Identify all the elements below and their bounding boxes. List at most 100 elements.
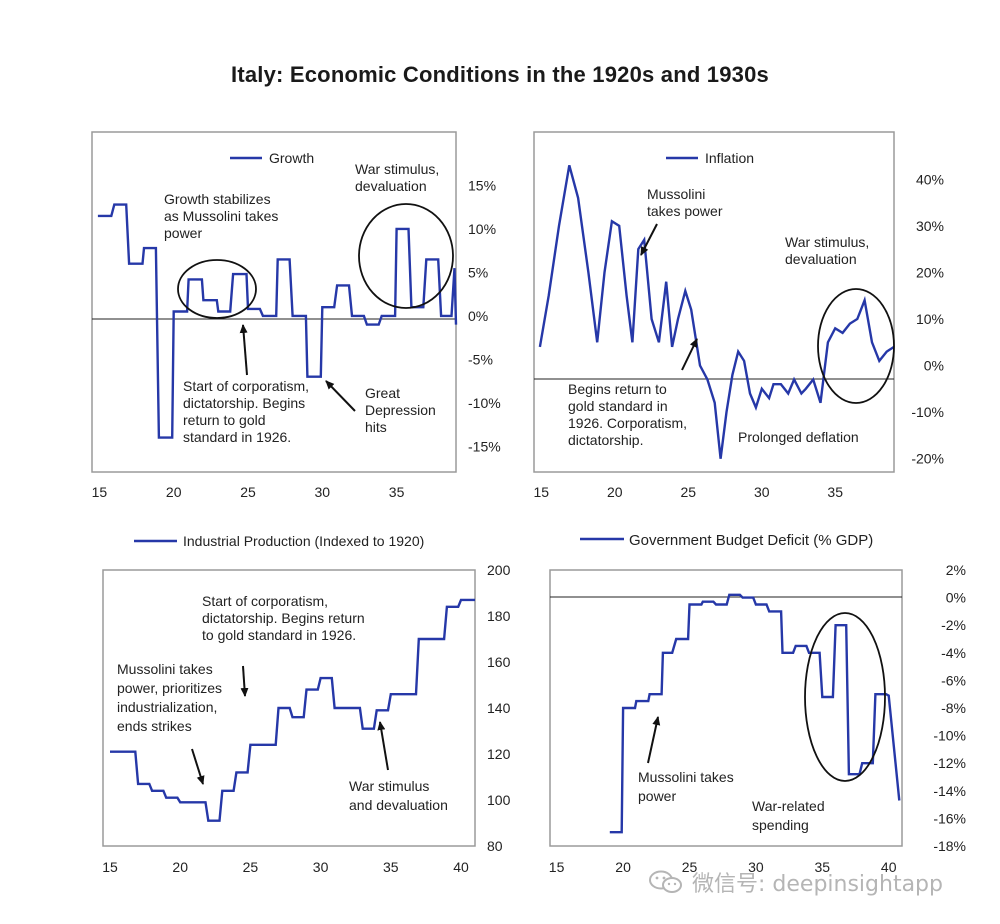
deficit-y-tick-label: -18% [933,838,966,854]
inflation-x-tick-label: 20 [607,484,623,500]
industrial-y-tick-label: 80 [487,838,503,854]
deficit-x-tick-group: 15 20 25 30 35 40 [549,859,897,875]
annotation-line: dictatorship. [568,432,643,448]
deficit-y-tick-label: -8% [941,700,966,716]
growth-x-tick-group: 15 20 25 30 35 [92,484,405,500]
annotation-line: Prolonged deflation [738,429,859,445]
growth-y-tick-label: 5% [468,264,488,280]
annotation-line: to gold standard in 1926. [202,627,356,643]
annotation-line: power [638,788,676,804]
growth-legend-label: Growth [269,150,314,166]
inflation-x-tick-label: 35 [827,484,843,500]
annotation-line: hits [365,419,387,435]
watermark: 微信号: deepinsightapp [648,866,943,898]
deficit-annotation-war: War-related spending [752,798,829,833]
deficit-chart: Government Budget Deficit (% GDP) 2% 0% -2… [549,532,966,875]
industrial-y-tick-label: 140 [487,700,511,716]
industrial-x-tick-label: 25 [243,859,259,875]
annotation-line: return to gold [183,412,266,428]
growth-annotation-depression: Great Depression hits [365,385,440,435]
industrial-x-tick-label: 20 [172,859,188,875]
industrial-frame [102,569,476,847]
inflation-x-tick-label: 30 [754,484,770,500]
industrial-y-tick-label: 100 [487,792,511,808]
deficit-y-tick-group: 2% 0% -2% -4% -6% -8% -10% -12% -14% -16% -18% [933,562,966,854]
growth-annotation-stabilizes: Growth stabilizes as Mussolini takes pow… [164,191,282,241]
inflation-highlight-ellipse [817,288,895,404]
industrial-legend-label: Industrial Production (Indexed to 1920) [183,533,424,549]
growth-series-line [97,203,458,439]
growth-y-tick-group: 15% 10% 5% 0% -5% -10% -15% [468,178,501,455]
annotation-line: spending [752,817,809,833]
industrial-annotation-war: War stimulus and devaluation [349,778,448,813]
watermark-text: 微信号: deepinsightapp [692,872,943,897]
growth-x-tick-label: 15 [92,484,108,500]
deficit-x-tick-label: 25 [682,859,698,875]
inflation-y-tick-label: 0% [924,358,944,374]
deficit-y-tick-label: -6% [941,672,966,688]
inflation-y-tick-label: -10% [911,404,944,420]
deficit-y-tick-label: -14% [933,783,966,799]
industrial-y-tick-group: 200 180 160 140 120 100 80 [487,562,511,854]
annotation-line: dictatorship. Begins return [202,610,365,626]
annotation-line: as Mussolini takes [164,208,278,224]
inflation-x-tick-label: 25 [681,484,697,500]
deficit-annotation-mussolini: Mussolini takes power [638,769,738,804]
deficit-y-tick-label: -2% [941,617,966,633]
growth-y-tick-label: -10% [468,395,501,411]
annotation-line: devaluation [355,178,427,194]
annotation-line: Mussolini takes [117,661,213,677]
annotation-line: Depression [365,402,436,418]
annotation-line: 1926. Corporatism, [568,415,687,431]
annotation-line: and devaluation [349,797,448,813]
annotation-line: Begins return to [568,381,667,397]
annotation-line: standard in 1926. [183,429,291,445]
deficit-legend-label: Government Budget Deficit (% GDP) [629,532,873,549]
industrial-chart: Industrial Production (Indexed to 1920) … [102,533,510,875]
deficit-y-tick-label: -16% [933,810,966,826]
inflation-annotation-war: War stimulus, devaluation [785,234,873,267]
page-title: Italy: Economic Conditions in the 1920s … [231,62,769,87]
inflation-legend-label: Inflation [705,150,754,166]
annotation-line: gold standard in [568,398,668,414]
deficit-frame [549,569,903,847]
growth-chart: Growth 15%10%5%0%-5%-10%-15% 15 20 25 30 35 … [91,131,501,500]
growth-annotation-war: War stimulus, devaluation [355,161,443,194]
growth-y-tick-label: -15% [468,438,501,454]
annotation-line: devaluation [785,251,857,267]
growth-y-tick-label: -5% [468,351,493,367]
growth-y-tick-label: 15% [468,178,496,194]
industrial-x-tick-group: 15 20 25 30 35 40 [102,859,469,875]
annotation-line: Great [365,385,400,401]
deficit-x-tick-label: 35 [815,859,831,875]
inflation-frame [533,131,895,473]
inflation-y-tick-label: 20% [916,264,944,280]
inflation-y-tick-label: -20% [911,451,944,467]
deficit-x-tick-label: 30 [748,859,764,875]
growth-x-tick-label: 25 [240,484,256,500]
annotation-line: dictatorship. Begins [183,395,305,411]
industrial-x-tick-label: 15 [102,859,118,875]
industrial-y-tick-label: 160 [487,654,511,670]
industrial-y-tick-label: 200 [487,562,511,578]
inflation-x-tick-group: 15 20 25 30 35 [534,484,844,500]
inflation-series-group [538,164,895,459]
annotation-line: War stimulus, [355,161,439,177]
growth-x-tick-label: 35 [389,484,405,500]
industrial-annotation-corporatism: Start of corporatism, dictatorship. Begi… [202,593,369,643]
growth-y-tick-label: 10% [468,221,496,237]
growth-highlight-ellipse-2 [358,203,454,309]
deficit-y-tick-label: -10% [933,728,966,744]
growth-highlight-ellipse-1 [177,259,257,319]
growth-arrow-corporatism [239,324,248,376]
deficit-series-group [609,593,901,834]
annotation-line: War stimulus [349,778,429,794]
inflation-annotation-deflation: Prolonged deflation [738,429,859,445]
industrial-arrow-mussolini [191,748,205,785]
deficit-highlight-ellipse [804,612,886,782]
inflation-arrow-gold [681,338,698,371]
annotation-line: War stimulus, [785,234,869,250]
industrial-series-line [110,598,475,822]
deficit-x-tick-label: 20 [615,859,631,875]
deficit-y-tick-label: -12% [933,755,966,771]
